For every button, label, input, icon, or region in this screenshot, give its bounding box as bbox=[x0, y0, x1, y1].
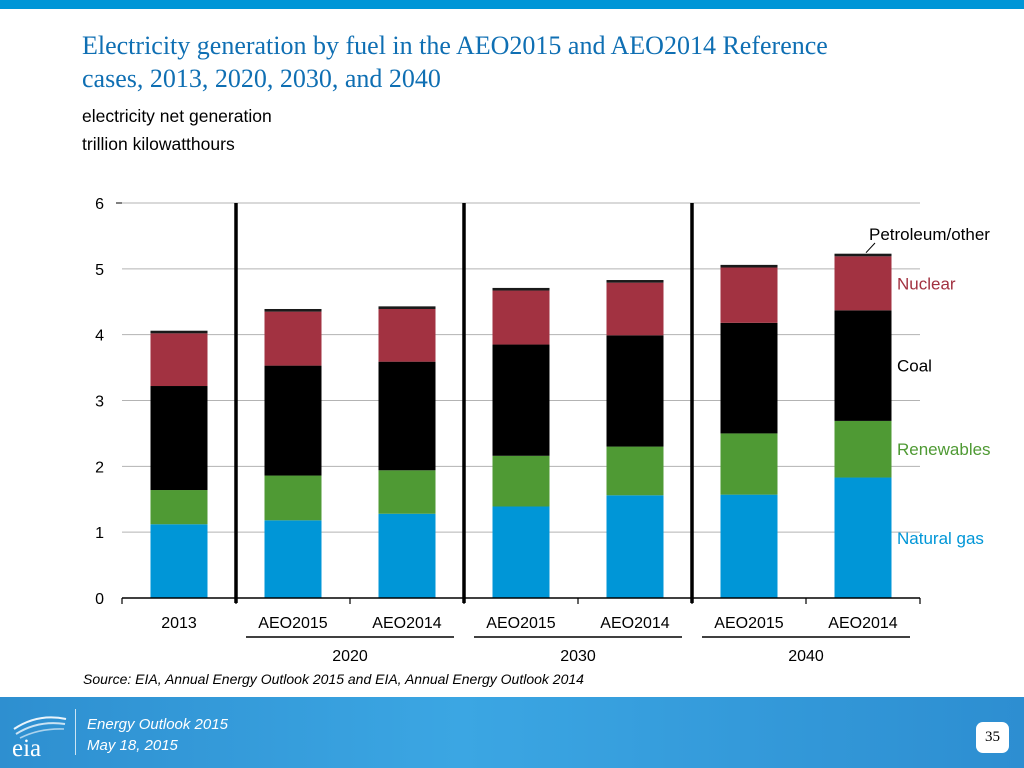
bar-segment-nuclear bbox=[606, 282, 664, 336]
bar-segment-nuclear bbox=[264, 311, 322, 366]
slide-title: Electricity generation by fuel in the AE… bbox=[82, 29, 962, 95]
bar-segment-natural-gas bbox=[720, 494, 778, 598]
series-label: Coal bbox=[897, 357, 932, 376]
footer-date: May 18, 2015 bbox=[87, 737, 178, 754]
series-label: Natural gas bbox=[897, 529, 984, 548]
bar-segment-nuclear bbox=[378, 308, 436, 362]
bar-segment-petroleum-other bbox=[720, 264, 778, 268]
series-label: Renewables bbox=[897, 440, 991, 459]
bar-segment-natural-gas bbox=[378, 513, 436, 598]
y-tick-label: 0 bbox=[95, 591, 104, 608]
bar-segment-petroleum-other bbox=[834, 253, 892, 257]
bar-segment-coal bbox=[150, 386, 208, 491]
bar-segment-petroleum-other bbox=[606, 280, 664, 283]
bar-segment-coal bbox=[492, 344, 550, 456]
bar-segment-natural-gas bbox=[264, 520, 322, 598]
bar-segment-renewables bbox=[264, 475, 322, 521]
x-tick-label: AEO2014 bbox=[372, 615, 441, 632]
bar-segment-petroleum-other bbox=[150, 330, 208, 334]
bar-segment-coal bbox=[606, 335, 664, 447]
top-accent-bar bbox=[0, 0, 1024, 9]
bar-segment-natural-gas bbox=[606, 495, 664, 598]
bar-segment-coal bbox=[264, 365, 322, 476]
source-note: Source: EIA, Annual Energy Outlook 2015 … bbox=[83, 671, 584, 687]
bar-segment-renewables bbox=[834, 420, 892, 478]
title-line-1: Electricity generation by fuel in the AE… bbox=[82, 31, 828, 60]
footer-report-name: Energy Outlook 2015 bbox=[87, 716, 228, 733]
x-tick-label: AEO2014 bbox=[828, 615, 897, 632]
y-tick-label: 5 bbox=[95, 262, 104, 279]
group-label: 2040 bbox=[788, 648, 824, 665]
bar-segment-coal bbox=[720, 322, 778, 434]
subtitle-units: trillion kilowatthours bbox=[82, 134, 235, 154]
eia-logo: eia bbox=[12, 716, 67, 759]
x-tick-label: 2013 bbox=[161, 615, 197, 632]
bar-segment-coal bbox=[834, 310, 892, 421]
group-label: 2030 bbox=[560, 648, 596, 665]
bar-segment-coal bbox=[378, 361, 436, 471]
bar-segment-nuclear bbox=[150, 333, 208, 387]
x-tick-label: AEO2015 bbox=[486, 615, 555, 632]
bar-segment-petroleum-other bbox=[492, 287, 550, 291]
bar-segment-renewables bbox=[150, 490, 208, 525]
bar-segment-natural-gas bbox=[492, 506, 550, 598]
subtitle-measure: electricity net generation bbox=[82, 106, 272, 126]
stacked-bar-chart: 0 1 2 3 4 5 6 2013 AEO2015 AEO2014 AEO2015 AEO2014 A… bbox=[95, 196, 991, 665]
footer-bar: eia Energy Outlook 2015 May 18, 2015 35 bbox=[0, 697, 1024, 768]
logo-wordmark: eia bbox=[12, 735, 41, 759]
group-label: 2020 bbox=[332, 648, 368, 665]
bar-segment-natural-gas bbox=[834, 477, 892, 598]
label-leader-line bbox=[865, 242, 876, 254]
bar-segment-natural-gas bbox=[150, 524, 208, 598]
y-tick-label: 3 bbox=[95, 394, 104, 411]
bar-segment-petroleum-other bbox=[264, 308, 322, 312]
bar-segment-nuclear bbox=[834, 256, 892, 311]
bar-segment-petroleum-other bbox=[378, 306, 436, 309]
bar-segment-renewables bbox=[720, 433, 778, 495]
y-tick-label: 6 bbox=[95, 196, 104, 213]
bar-segment-nuclear bbox=[720, 267, 778, 323]
x-tick-label: AEO2014 bbox=[600, 615, 669, 632]
bar-segment-renewables bbox=[378, 470, 436, 514]
series-label: Nuclear bbox=[897, 274, 956, 293]
x-tick-label: AEO2015 bbox=[714, 615, 783, 632]
title-line-2: cases, 2013, 2020, 2030, and 2040 bbox=[82, 64, 441, 93]
bar-segment-nuclear bbox=[492, 290, 550, 345]
y-tick-label: 2 bbox=[95, 459, 104, 476]
bar-segment-renewables bbox=[606, 446, 664, 496]
page-number: 35 bbox=[976, 722, 1009, 753]
bar-segment-renewables bbox=[492, 455, 550, 507]
footer-divider bbox=[75, 709, 76, 755]
y-tick-label: 4 bbox=[95, 328, 104, 345]
series-label: Petroleum/other bbox=[869, 225, 990, 244]
x-tick-label: AEO2015 bbox=[258, 615, 327, 632]
y-tick-label: 1 bbox=[95, 525, 104, 542]
